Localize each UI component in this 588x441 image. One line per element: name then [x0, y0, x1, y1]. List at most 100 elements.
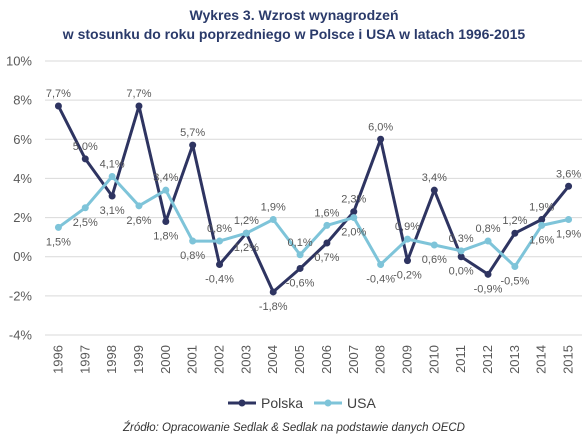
data-point-usa	[216, 237, 224, 245]
data-label-usa: 1,9%	[261, 202, 286, 214]
data-label-polska: 7,7%	[46, 88, 71, 100]
y-tick-label: 8%	[13, 93, 32, 108]
x-tick-label: 2000	[158, 345, 173, 374]
x-tick-label: 2014	[534, 345, 549, 374]
data-point-polska	[81, 155, 89, 163]
x-tick-label: 1999	[131, 345, 146, 374]
data-label-usa: 2,5%	[73, 217, 98, 229]
data-point-usa	[403, 235, 411, 243]
data-label-usa: 1,6%	[314, 207, 339, 219]
data-point-polska	[565, 182, 573, 190]
data-point-polska	[54, 102, 62, 110]
chart-source: Źródło: Opracowanie Sedlak & Sedlak na p…	[123, 422, 465, 434]
data-label-polska: 6,0%	[368, 121, 393, 133]
data-label-polska: 2,3%	[341, 194, 366, 206]
data-point-usa	[269, 216, 277, 224]
x-tick-label: 2013	[507, 345, 522, 374]
data-point-usa	[430, 241, 438, 249]
x-tick-label: 2015	[561, 345, 576, 374]
data-point-polska	[511, 229, 519, 237]
data-point-usa	[323, 221, 331, 229]
data-point-usa	[565, 216, 573, 224]
data-label-polska: 0,0%	[449, 266, 474, 278]
data-point-polska	[296, 264, 304, 272]
data-label-polska: 5,0%	[73, 141, 98, 153]
data-point-usa	[189, 237, 197, 245]
data-point-polska	[323, 239, 331, 247]
x-tick-label: 1997	[77, 345, 92, 374]
data-label-polska: 1,2%	[502, 215, 527, 227]
data-point-usa	[350, 214, 358, 222]
x-tick-label: 2001	[185, 345, 200, 374]
data-point-polska	[403, 257, 411, 265]
y-tick-label: 4%	[13, 171, 32, 186]
series-line-polska	[57, 104, 570, 294]
data-label-usa: 1,2%	[234, 242, 259, 254]
data-label-polska: 1,2%	[234, 215, 259, 227]
data-label-usa: 0,8%	[207, 223, 232, 235]
y-tick-label: 6%	[13, 132, 32, 147]
y-tick-label: 10%	[6, 54, 32, 69]
data-point-polska	[162, 217, 170, 225]
chart-title-block: Wykres 3. Wzrost wynagrodzeń w stosunku …	[0, 6, 588, 44]
data-point-polska	[377, 135, 385, 143]
data-point-polska	[430, 186, 438, 194]
data-point-polska	[135, 102, 143, 110]
data-label-polska: 7,7%	[126, 88, 151, 100]
data-point-usa	[538, 221, 546, 229]
data-label-usa: 0,6%	[422, 254, 447, 266]
x-tick-label: 2012	[480, 345, 495, 374]
data-label-polska: 3,6%	[556, 168, 581, 180]
data-label-usa: 0,3%	[449, 233, 474, 245]
data-label-polska: -0,6%	[286, 277, 315, 289]
data-point-usa	[81, 204, 89, 212]
legend-marker-polska	[238, 399, 246, 407]
data-point-usa	[242, 229, 250, 237]
x-tick-label: 2006	[319, 345, 334, 374]
data-label-polska: 1,8%	[153, 230, 178, 242]
x-tick-label: 2011	[453, 345, 468, 373]
x-tick-label: 2002	[212, 345, 227, 374]
data-label-polska: 5,7%	[180, 127, 205, 139]
data-label-usa: 3,4%	[153, 172, 178, 184]
data-label-usa: -0,5%	[501, 276, 530, 288]
x-tick-label: 1996	[50, 345, 65, 374]
data-label-polska: -1,8%	[259, 301, 288, 313]
data-point-polska	[216, 261, 224, 269]
chart-subtitle: w stosunku do roku poprzedniego w Polsce…	[62, 26, 526, 42]
data-label-usa: 2,0%	[341, 227, 366, 239]
data-label-usa: 1,6%	[529, 234, 554, 246]
x-tick-label: 1998	[104, 345, 119, 374]
data-point-usa	[457, 247, 465, 255]
data-point-polska	[108, 192, 116, 200]
data-label-usa: 4,1%	[100, 158, 125, 170]
data-label-usa: 1,5%	[46, 236, 71, 248]
data-label-usa: 2,6%	[126, 215, 151, 227]
legend-label-polska: Polska	[261, 395, 303, 411]
data-label-usa: 0,8%	[180, 250, 205, 262]
data-label-usa: 0,1%	[288, 237, 313, 249]
data-point-polska	[189, 141, 197, 149]
data-point-polska	[484, 270, 492, 278]
x-tick-label: 2008	[373, 345, 388, 374]
y-tick-label: -2%	[9, 288, 33, 303]
data-label-polska: -0,9%	[474, 283, 503, 295]
x-tick-label: 2004	[265, 345, 280, 374]
data-point-polska	[350, 208, 358, 216]
data-label-polska: -0,4%	[205, 274, 234, 286]
data-label-polska: 3,4%	[422, 172, 447, 184]
data-point-usa	[377, 261, 385, 269]
data-label-polska: 3,1%	[100, 205, 125, 217]
data-label-usa: 0,8%	[475, 223, 500, 235]
x-tick-label: 2003	[238, 345, 253, 374]
x-tick-label: 2007	[346, 345, 361, 374]
data-label-usa: 1,9%	[556, 229, 581, 241]
chart-title: Wykres 3. Wzrost wynagrodzeń	[189, 7, 399, 23]
legend-label-usa: USA	[347, 395, 376, 411]
data-point-usa	[511, 263, 519, 270]
series-line-usa	[57, 175, 569, 268]
x-tick-label: 2009	[399, 345, 414, 374]
data-point-usa	[484, 237, 492, 245]
x-tick-label: 2010	[426, 345, 441, 374]
